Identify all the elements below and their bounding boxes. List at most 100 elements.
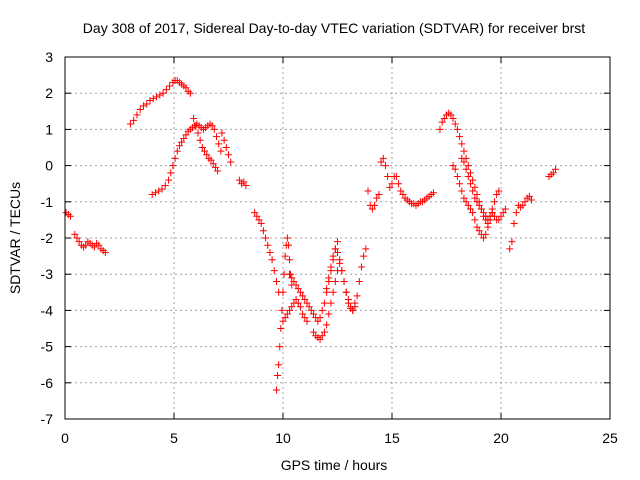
data-point — [549, 169, 557, 177]
data-point — [235, 176, 243, 184]
data-point — [196, 136, 204, 144]
data-point — [301, 296, 309, 304]
data-point — [368, 205, 376, 213]
data-point — [318, 332, 326, 340]
data-point — [336, 256, 344, 264]
data-point — [173, 147, 181, 155]
data-point — [305, 303, 313, 311]
y-tick-label: 2 — [45, 85, 53, 101]
data-point — [469, 176, 477, 184]
data-point — [284, 241, 292, 249]
data-point — [466, 169, 474, 177]
data-point — [469, 187, 477, 195]
data-point — [490, 212, 498, 220]
data-point — [323, 285, 331, 293]
data-point — [475, 201, 483, 209]
data-point — [180, 134, 188, 142]
data-point — [278, 306, 286, 314]
y-tick-label: -3 — [41, 266, 54, 282]
y-tick-label: 3 — [45, 49, 53, 65]
data-point — [242, 182, 250, 190]
data-point — [253, 212, 261, 220]
data-point — [484, 223, 492, 231]
data-point — [279, 317, 287, 325]
data-point — [458, 187, 466, 195]
data-point — [510, 220, 518, 228]
data-point — [217, 147, 225, 155]
data-point — [190, 115, 198, 123]
data-point — [90, 243, 98, 251]
data-point — [296, 288, 304, 296]
data-point — [283, 310, 291, 318]
data-point — [266, 248, 274, 256]
data-point — [471, 194, 479, 202]
data-point — [203, 151, 211, 159]
data-point — [456, 133, 464, 141]
data-point — [325, 310, 333, 318]
data-point — [151, 189, 159, 197]
data-point — [329, 288, 337, 296]
data-point — [318, 306, 326, 314]
data-point — [198, 144, 206, 151]
data-point — [310, 328, 318, 336]
data-point — [460, 194, 468, 202]
data-point — [329, 252, 337, 260]
data-point — [162, 86, 170, 94]
data-point — [528, 196, 536, 204]
data-point — [192, 122, 200, 130]
data-point — [227, 158, 235, 166]
data-point — [294, 285, 302, 293]
data-point — [351, 299, 359, 307]
data-point — [153, 93, 161, 101]
data-point — [272, 386, 280, 394]
data-point — [299, 292, 307, 300]
data-point — [506, 245, 514, 253]
data-point — [165, 176, 173, 184]
data-point — [453, 172, 461, 180]
data-point — [296, 303, 304, 311]
data-point — [225, 151, 232, 159]
data-point — [521, 198, 529, 206]
data-point — [210, 125, 218, 133]
data-point — [353, 292, 361, 300]
data-point — [213, 133, 221, 141]
data-point — [182, 131, 190, 139]
data-point — [310, 310, 318, 318]
data-point — [292, 296, 300, 304]
data-point — [327, 299, 335, 307]
data-point — [397, 187, 405, 195]
data-point — [519, 201, 527, 209]
data-point — [251, 209, 259, 217]
data-point — [493, 191, 501, 199]
data-point — [464, 201, 472, 209]
data-point — [288, 274, 296, 282]
y-tick-label: -7 — [41, 411, 54, 427]
x-tick-label: 0 — [61, 430, 69, 446]
data-point — [215, 140, 223, 148]
data-point — [464, 172, 472, 180]
data-point — [201, 147, 209, 155]
data-point — [275, 361, 283, 369]
data-point — [314, 317, 322, 325]
data-point — [490, 198, 498, 206]
data-point — [371, 201, 379, 209]
data-point — [139, 102, 147, 110]
data-point — [480, 234, 488, 242]
x-tick-label: 25 — [602, 430, 618, 446]
data-point — [325, 274, 333, 282]
data-point — [281, 314, 289, 322]
data-point — [495, 187, 503, 195]
data-point — [294, 299, 302, 307]
y-tick-label: -2 — [41, 230, 54, 246]
data-point — [460, 147, 468, 155]
data-point — [299, 310, 307, 318]
data-point — [512, 209, 520, 217]
data-point — [257, 220, 265, 228]
data-point — [303, 317, 311, 325]
data-point — [270, 267, 278, 275]
data-point — [449, 115, 457, 123]
data-point — [175, 142, 183, 150]
data-point — [438, 118, 446, 126]
data-point — [331, 245, 339, 253]
